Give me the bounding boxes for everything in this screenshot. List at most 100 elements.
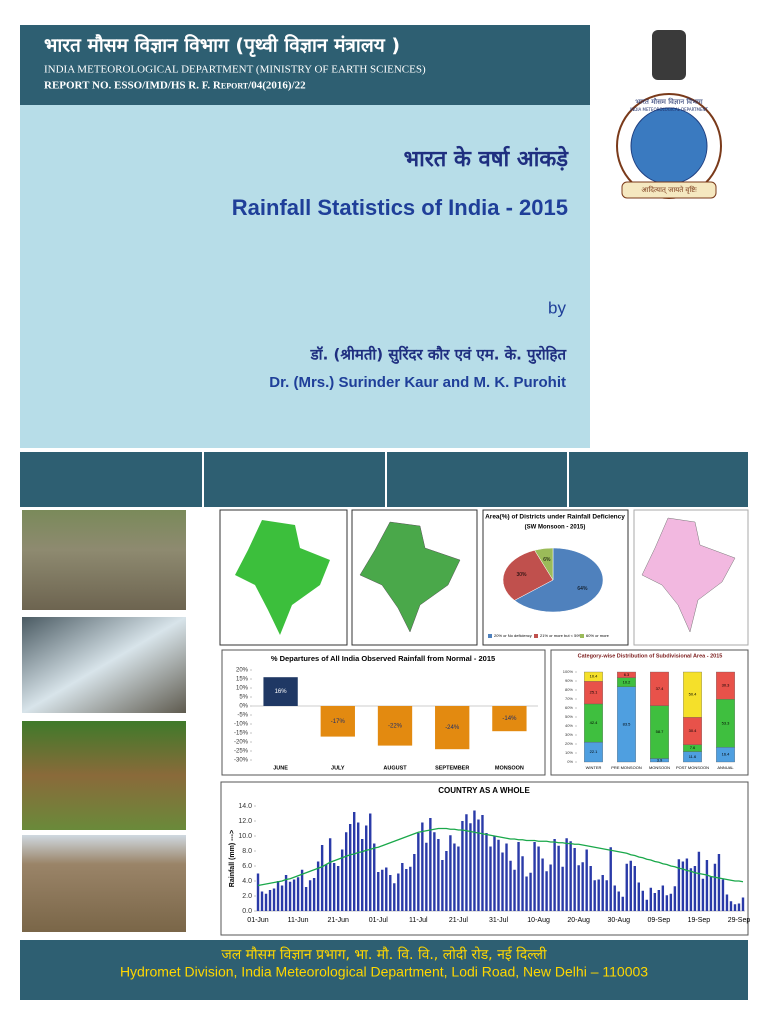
value-label: 10.2 (623, 679, 632, 684)
x-tick-label: 01-Jul (369, 917, 389, 924)
x-tick-label: MONSOON (649, 765, 670, 770)
bar (453, 843, 456, 911)
bar (260, 891, 264, 911)
bar (272, 888, 276, 911)
bar-segment (617, 671, 636, 678)
value-label: 30% (517, 572, 528, 578)
title-block (20, 105, 590, 448)
bar (733, 904, 737, 911)
y-tick-label: 14.0 (238, 803, 252, 810)
photo-drought (22, 835, 186, 932)
bar (569, 841, 572, 911)
bar (601, 875, 604, 911)
y-tick-label: 30% (565, 732, 573, 737)
x-tick-label: 20-Aug (567, 917, 590, 924)
bar (525, 876, 528, 911)
band-separator (567, 452, 569, 507)
bar (405, 869, 408, 911)
bar (393, 883, 396, 911)
bar (492, 706, 527, 732)
bar (365, 825, 368, 911)
x-tick-label: JULY (331, 765, 345, 771)
bar (561, 866, 564, 911)
bar (661, 885, 665, 911)
legend-label: 21% or more but < 59% (540, 633, 583, 638)
bar (489, 846, 492, 911)
y-tick-label: 0% (239, 704, 248, 710)
bar (497, 839, 500, 911)
bar (617, 891, 620, 911)
bar (348, 824, 352, 911)
y-tick-label: 5% (239, 695, 248, 701)
bar (304, 887, 308, 911)
band-separator (202, 452, 204, 507)
bar (449, 835, 452, 911)
bar (609, 847, 612, 911)
legend-label: 60% or more (586, 633, 610, 638)
authors: Dr. (Mrs.) Surinder Kaur and M. K. Puroh… (269, 374, 566, 391)
bar (681, 861, 685, 911)
bar (505, 843, 508, 911)
bar (473, 810, 476, 911)
chart-title: % Departures of All India Observed Rainf… (271, 654, 495, 663)
value-label: 30.3 (722, 683, 731, 688)
emblem-motto: आदित्यात् जायते वृष्टिः (641, 185, 697, 194)
hindi-authors: डॉ. (श्रीमती) सुरिंदर कौर एवं एम. के. पु… (310, 346, 568, 365)
bar-segment (650, 671, 669, 706)
bar (268, 890, 272, 911)
bar (308, 880, 312, 911)
bar-segment (584, 671, 603, 682)
bar (717, 854, 721, 911)
bar (425, 842, 428, 911)
bar (493, 836, 496, 911)
bar (328, 838, 332, 911)
bar (284, 875, 288, 911)
bar (256, 873, 260, 911)
bar (533, 842, 536, 911)
bar (589, 866, 592, 911)
header-hindi: भारत मौसम विज्ञान विभाग (पृथ्वी विज्ञान … (44, 34, 400, 58)
bar (441, 860, 444, 911)
chart-subtitle: (SW Monsoon - 2015) (525, 525, 586, 531)
x-tick-label: 11-Jun (288, 917, 309, 924)
bar (357, 822, 360, 911)
bar (613, 885, 616, 911)
bar (377, 706, 413, 746)
title: Rainfall Statistics of India - 2015 (232, 195, 568, 220)
x-tick-label: 10-Aug (527, 917, 550, 924)
photo-dam (22, 617, 186, 713)
value-label: -17% (331, 719, 346, 725)
y-tick-label: 60% (565, 705, 573, 710)
bar (649, 887, 653, 911)
bar (529, 872, 532, 911)
bar (280, 885, 284, 911)
bar (713, 863, 717, 911)
y-tick-label: 8.0 (242, 848, 252, 855)
value-label: -14% (502, 716, 517, 722)
y-tick-label: 6.0 (242, 863, 252, 870)
bar (344, 832, 348, 911)
value-label: 11.6 (689, 754, 697, 759)
bar (577, 865, 580, 911)
bar-segment (716, 671, 735, 700)
bar (645, 899, 649, 911)
bar (669, 893, 673, 911)
y-tick-label: -15% (234, 731, 249, 737)
y-tick-label: 50% (565, 714, 573, 719)
legend-swatch (580, 634, 584, 638)
bar (485, 833, 488, 911)
value-label: 42.4 (590, 720, 599, 725)
value-label: 53.3 (722, 720, 731, 725)
legend-swatch (488, 634, 492, 638)
value-label: 58.7 (656, 729, 665, 734)
bar (300, 869, 304, 911)
bar (621, 896, 624, 911)
x-tick-label: 19-Sep (688, 917, 711, 924)
y-tick-label: 20% (236, 668, 249, 674)
bar (312, 878, 316, 911)
bar (413, 854, 416, 911)
chart-title: Category-wise Distribution of Subdivisio… (578, 653, 723, 659)
by: by (548, 298, 566, 317)
bar (573, 848, 576, 911)
